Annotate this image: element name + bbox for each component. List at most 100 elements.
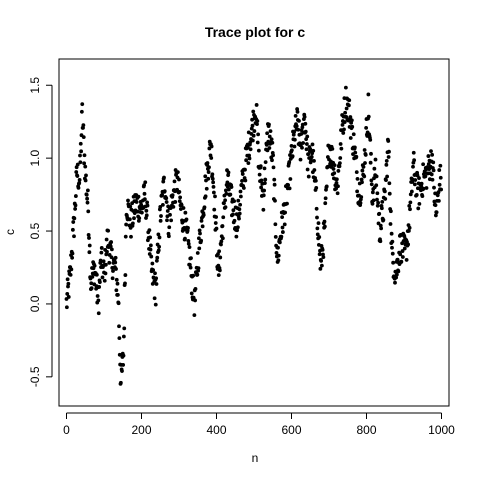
data-point bbox=[273, 234, 278, 239]
data-point bbox=[271, 153, 276, 158]
data-point bbox=[240, 172, 245, 176]
data-point bbox=[68, 272, 73, 277]
data-point bbox=[332, 163, 337, 168]
data-point bbox=[272, 182, 277, 187]
data-point bbox=[223, 205, 228, 210]
data-point bbox=[368, 137, 373, 142]
data-point bbox=[319, 258, 324, 263]
data-point bbox=[79, 109, 84, 114]
data-point bbox=[406, 242, 411, 247]
data-point bbox=[71, 220, 76, 224]
data-point bbox=[145, 200, 150, 205]
data-point bbox=[394, 272, 399, 277]
data-point bbox=[232, 218, 237, 223]
data-point bbox=[238, 202, 243, 207]
x-tick-label: 400 bbox=[206, 423, 226, 437]
data-point bbox=[203, 194, 208, 199]
data-point bbox=[362, 148, 367, 152]
data-point bbox=[162, 175, 166, 180]
data-point bbox=[97, 280, 102, 285]
data-point bbox=[250, 123, 255, 128]
data-point bbox=[238, 194, 243, 199]
data-point bbox=[287, 160, 292, 164]
data-point bbox=[196, 236, 201, 241]
data-point bbox=[210, 172, 215, 177]
data-point bbox=[335, 191, 340, 196]
data-point bbox=[170, 193, 175, 198]
data-point bbox=[261, 207, 266, 212]
data-point bbox=[292, 137, 297, 142]
data-point bbox=[213, 194, 217, 199]
data-point bbox=[375, 203, 380, 208]
data-point bbox=[337, 164, 342, 169]
data-point bbox=[85, 200, 90, 205]
data-point bbox=[144, 208, 149, 213]
data-point bbox=[317, 252, 322, 257]
data-point bbox=[355, 176, 360, 181]
data-point bbox=[249, 126, 254, 131]
data-point bbox=[158, 218, 163, 223]
data-point bbox=[223, 188, 228, 193]
data-point bbox=[267, 134, 272, 139]
chart-title: Trace plot for c bbox=[205, 24, 306, 40]
data-point bbox=[164, 196, 169, 201]
data-point bbox=[407, 203, 412, 208]
data-point bbox=[251, 109, 256, 114]
data-point bbox=[168, 212, 172, 217]
data-point bbox=[304, 147, 309, 152]
data-point bbox=[177, 190, 182, 194]
data-point bbox=[115, 292, 120, 297]
data-point bbox=[368, 160, 373, 165]
data-point bbox=[226, 170, 231, 175]
data-point bbox=[407, 225, 412, 230]
data-point bbox=[154, 258, 159, 263]
data-point bbox=[276, 245, 280, 250]
data-point bbox=[302, 115, 307, 119]
data-point bbox=[77, 181, 82, 185]
data-point bbox=[267, 146, 272, 150]
data-point bbox=[116, 301, 121, 306]
data-point bbox=[156, 232, 161, 237]
data-point bbox=[247, 156, 252, 161]
data-point bbox=[238, 189, 243, 194]
data-point bbox=[105, 249, 109, 254]
y-tick-label: -0.5 bbox=[28, 366, 42, 387]
data-point bbox=[342, 127, 346, 132]
data-point bbox=[69, 267, 74, 272]
data-point bbox=[348, 136, 353, 140]
data-point bbox=[263, 160, 268, 165]
data-point bbox=[152, 296, 157, 301]
data-point bbox=[78, 153, 82, 158]
data-point bbox=[387, 149, 391, 154]
data-point bbox=[197, 228, 202, 233]
data-point bbox=[359, 195, 364, 199]
data-point bbox=[164, 200, 169, 204]
x-axis-label: n bbox=[252, 451, 259, 465]
data-point bbox=[372, 166, 377, 171]
data-point bbox=[222, 201, 226, 206]
data-point bbox=[94, 272, 99, 277]
data-point bbox=[235, 228, 240, 233]
data-point bbox=[276, 258, 281, 263]
data-point bbox=[424, 186, 429, 190]
data-point bbox=[294, 124, 299, 129]
data-point bbox=[343, 110, 348, 115]
data-point bbox=[186, 241, 191, 246]
data-point bbox=[358, 201, 363, 205]
data-point bbox=[280, 230, 285, 234]
data-point bbox=[408, 192, 413, 197]
data-point bbox=[129, 234, 133, 239]
data-point bbox=[203, 174, 208, 179]
data-point bbox=[411, 150, 416, 155]
data-point bbox=[113, 255, 118, 260]
data-point bbox=[406, 228, 411, 233]
data-point bbox=[209, 156, 214, 160]
data-point bbox=[390, 251, 395, 256]
data-point bbox=[369, 151, 373, 156]
data-point bbox=[104, 237, 109, 242]
data-point bbox=[97, 285, 102, 289]
data-point bbox=[76, 185, 81, 190]
data-point bbox=[159, 214, 163, 218]
data-point bbox=[87, 243, 92, 248]
data-point bbox=[191, 273, 196, 278]
